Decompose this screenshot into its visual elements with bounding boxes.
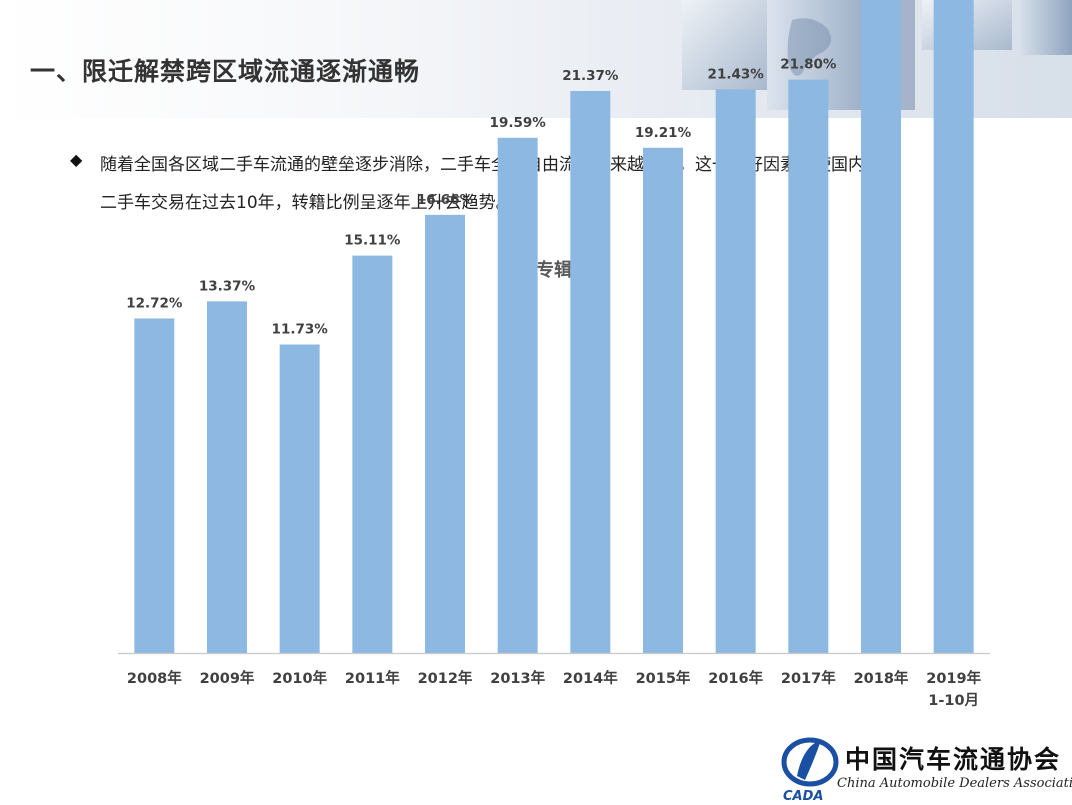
bar: [933, 0, 974, 653]
bar: [352, 255, 393, 653]
data-label: 21.37%: [562, 68, 619, 84]
x-tick-label: 2008年: [127, 669, 182, 687]
x-tick-label: 2016年: [708, 669, 763, 687]
logo-chinese-name: 中国汽车流通协会: [845, 745, 1062, 774]
x-tick-label: 2019年: [926, 669, 981, 687]
cada-emblem-icon: CADA: [781, 737, 839, 804]
data-label: 21.43%: [708, 66, 765, 82]
x-tick-label: 2012年: [418, 669, 473, 687]
x-tick-label: 2011年: [345, 669, 400, 687]
bar: [715, 89, 756, 654]
bar: [207, 301, 247, 653]
bar: [134, 318, 175, 653]
cada-logo: CADA 中国汽车流通协会 China Automobile Dealers A…: [775, 728, 1072, 805]
bar: [643, 147, 683, 654]
data-label: 16.66%: [417, 192, 474, 208]
data-label: 12.72%: [126, 295, 183, 311]
x-tick-label: 2015年: [636, 669, 691, 687]
x-tick-label: 1-10月: [928, 692, 979, 709]
x-tick-label: 2013年: [490, 669, 545, 687]
bar: [861, 0, 901, 653]
data-label: 13.37%: [199, 278, 256, 294]
bar: [570, 90, 611, 654]
diamond-bullet-icon: ◆: [70, 150, 83, 169]
page-title: 一、限迁解禁跨区域流通逐渐通畅: [30, 57, 421, 86]
cada-mark-text: CADA: [783, 789, 823, 804]
bar: [497, 137, 538, 653]
x-tick-label: 2009年: [200, 669, 255, 687]
data-label: 19.21%: [635, 125, 692, 141]
data-label: 11.73%: [272, 322, 329, 338]
bar: [425, 214, 465, 654]
logo-english-name: China Automobile Dealers Association: [837, 776, 1072, 791]
x-tick-label: 2014年: [563, 669, 618, 687]
data-label: 19.59%: [490, 115, 547, 131]
data-label: 21.80%: [780, 57, 837, 73]
data-label: 15.11%: [344, 233, 401, 249]
bullet-line-2: 二手车交易在过去10年，转籍比例呈逐年上升去趋势。: [100, 193, 513, 213]
bar: [788, 79, 829, 653]
x-tick-label: 2017年: [781, 669, 836, 687]
x-tick-label: 2018年: [854, 669, 909, 687]
x-tick-label: 2010年: [272, 669, 327, 687]
bar: [279, 344, 320, 653]
